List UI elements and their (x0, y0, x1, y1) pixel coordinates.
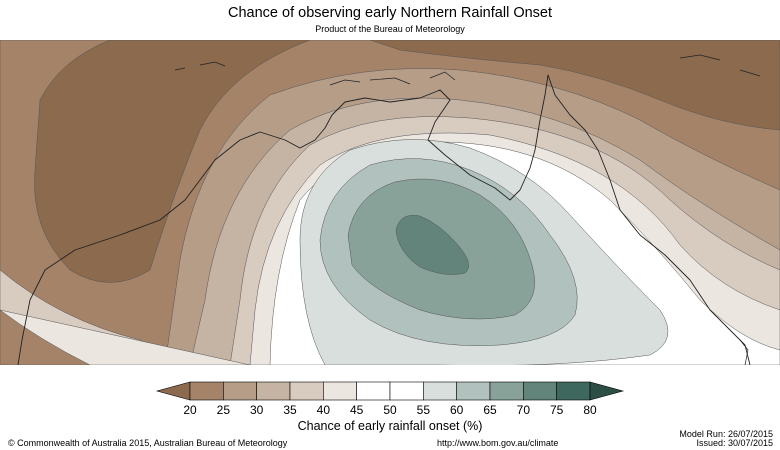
coastline (17, 74, 751, 365)
colorbar-tick-label: 55 (417, 403, 431, 417)
map-subtitle: Product of the Bureau of Meteorology (315, 24, 465, 34)
colorbar-swatch (389, 381, 424, 401)
colorbar-swatch (489, 381, 524, 401)
colorbar-tick-label: 40 (317, 403, 331, 417)
model-run-text: Model Run: 26/07/2015 (679, 429, 773, 439)
run-info: Model Run: 26/07/2015 Issued: 30/07/2015 (679, 430, 773, 448)
colorbar-swatch (223, 381, 257, 401)
colorbar-over-arrow (589, 381, 625, 401)
copyright-text: © Commonwealth of Australia 2015, Austra… (8, 438, 288, 448)
colorbar-swatch (189, 381, 224, 401)
colorbar-tick-label: 35 (283, 403, 297, 417)
colorbar-tick-label: 30 (250, 403, 264, 417)
colorbar-swatch (456, 381, 491, 401)
colorbar-swatch (289, 381, 324, 401)
colorbar-under-arrow (155, 381, 191, 401)
colorbar-tick-label: 60 (450, 403, 464, 417)
colorbar-swatch (556, 381, 591, 401)
colorbar-tick-label: 80 (583, 403, 597, 417)
contour-band-west-core (34, 40, 311, 283)
issued-text: Issued: 30/07/2015 (696, 438, 773, 448)
colorbar-swatch (323, 381, 357, 401)
coastline-tasmania-hint (739, 339, 749, 365)
colorbar-tick-label: 45 (350, 403, 364, 417)
colorbar-tick-label: 75 (550, 403, 564, 417)
colorbar-tick-label: 25 (217, 403, 231, 417)
colorbar: 20 25 30 35 40 45 50 55 60 65 70 75 80 (155, 381, 625, 417)
colorbar-tick-label: 70 (517, 403, 531, 417)
colorbar-tick-label: 50 (383, 403, 397, 417)
colorbar-swatch (256, 381, 291, 401)
contour-band-northeast-core (369, 40, 780, 131)
coastline-north-islands (174, 54, 761, 86)
colorbar-swatch (356, 381, 391, 401)
contour-band-70 (395, 215, 469, 275)
colorbar-swatch (423, 381, 457, 401)
colorbar-swatch (523, 381, 557, 401)
colorbar-tick-label: 20 (183, 403, 197, 417)
website-url: http://www.bom.gov.au/climate (437, 438, 559, 448)
probability-map (0, 40, 780, 365)
colorbar-title: Chance of early rainfall onset (%) (297, 419, 483, 433)
colorbar-tick-label: 65 (483, 403, 497, 417)
map-title: Chance of observing early Northern Rainf… (228, 5, 552, 21)
